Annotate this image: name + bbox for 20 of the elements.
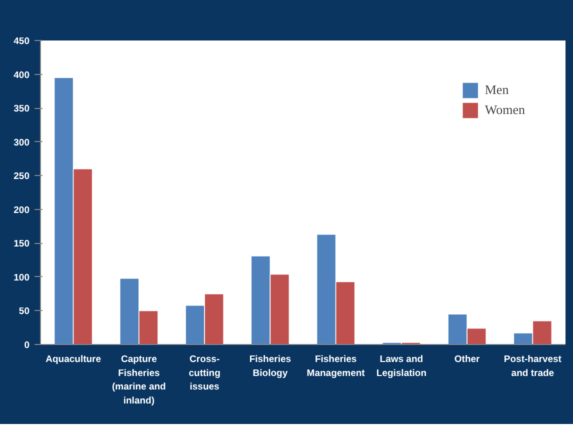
x-tick-label: Post-harvest and trade xyxy=(504,354,562,379)
y-tick-label: 50 xyxy=(18,306,30,318)
y-tick-label: 150 xyxy=(14,238,30,250)
y-tick-label: 300 xyxy=(14,137,30,148)
x-tick-label: Capture Fisheries (marine and inland) xyxy=(112,354,166,406)
y-tick-label: 250 xyxy=(14,171,30,182)
x-tick-label: Aquaculture xyxy=(46,354,102,366)
x-tick-label: Laws and Legislation xyxy=(376,354,427,379)
x-tick-label: Fisheries Management xyxy=(306,354,366,379)
y-tick-label: 200 xyxy=(14,204,30,216)
legend-label: Men xyxy=(484,82,509,98)
y-tick-label: 0 xyxy=(24,340,30,351)
legend-label: Women xyxy=(484,102,525,118)
x-tick-label: Fisheries Biology xyxy=(249,354,292,379)
y-tick-label: 350 xyxy=(14,104,30,115)
x-tick-label: Other xyxy=(454,354,480,366)
y-tick-label: 100 xyxy=(14,272,30,284)
y-tick-label: 450 xyxy=(14,36,30,47)
x-tick-label: Cross-cutting issues xyxy=(188,354,221,393)
y-tick-label: 400 xyxy=(14,70,30,81)
